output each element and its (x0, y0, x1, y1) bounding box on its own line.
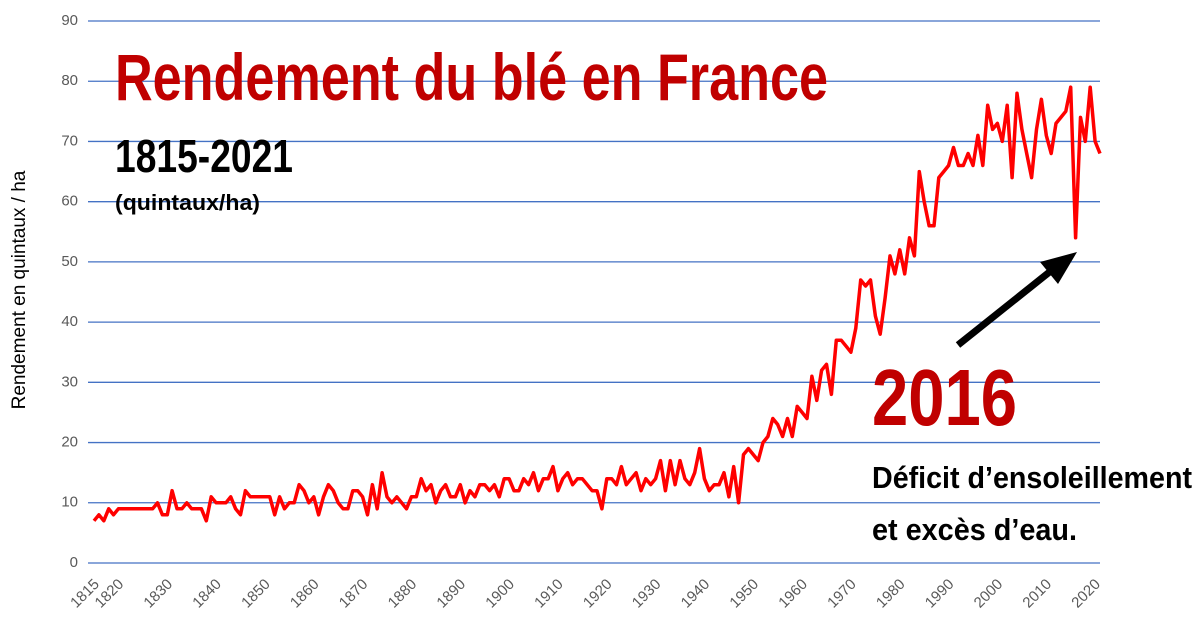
x-tick-label: 2020 (1068, 576, 1104, 612)
annotation-year: 2016 (872, 353, 1017, 442)
x-tick-label: 1860 (287, 576, 323, 612)
y-tick-label: 80 (61, 72, 78, 89)
x-tick-label: 2010 (1019, 576, 1055, 612)
x-tick-label: 1940 (678, 576, 714, 612)
x-tick-label: 1950 (726, 576, 762, 612)
x-tick-label: 1980 (873, 576, 909, 612)
x-tick-label: 1820 (92, 576, 128, 612)
x-tick-label: 1930 (629, 576, 665, 612)
x-tick-label: 1960 (775, 576, 811, 612)
arrow-head (1040, 252, 1077, 284)
annotation-text: Déficit d’ensoleillement (872, 460, 1192, 495)
data-line (92, 85, 1102, 523)
x-tick-label: 1840 (189, 576, 225, 612)
x-tick-label: 2000 (971, 576, 1007, 612)
x-tick-label: 1830 (140, 576, 176, 612)
chart-subtitle: 1815-2021 (115, 130, 293, 182)
x-tick-label: 1970 (824, 576, 860, 612)
y-axis-label: Rendement en quintaux / ha (9, 170, 30, 409)
y-tick-label: 30 (61, 373, 78, 390)
x-tick-label: 1990 (922, 576, 958, 612)
y-tick-label: 10 (61, 494, 78, 511)
x-tick-label: 1890 (433, 576, 469, 612)
chart-title: Rendement du blé en France (115, 40, 828, 114)
unit-note: (quintaux/ha) (115, 190, 260, 215)
y-tick-label: 90 (61, 12, 78, 29)
arrow (955, 267, 1055, 348)
y-tick-label: 20 (61, 434, 78, 451)
x-tick-label: 1850 (238, 576, 274, 612)
y-tick-label: 40 (61, 313, 78, 330)
x-tick-label: 1870 (336, 576, 372, 612)
y-tick-label: 60 (61, 193, 78, 210)
x-tick-label: 1910 (531, 576, 567, 612)
x-tick-label: 1920 (580, 576, 616, 612)
y-tick-label: 50 (61, 253, 78, 270)
x-tick-label: 1880 (385, 576, 421, 612)
x-tick-label: 1900 (482, 576, 518, 612)
annotation-text: et excès d’eau. (872, 512, 1077, 547)
y-tick-label: 0 (70, 554, 78, 571)
y-tick-label: 70 (61, 132, 78, 149)
